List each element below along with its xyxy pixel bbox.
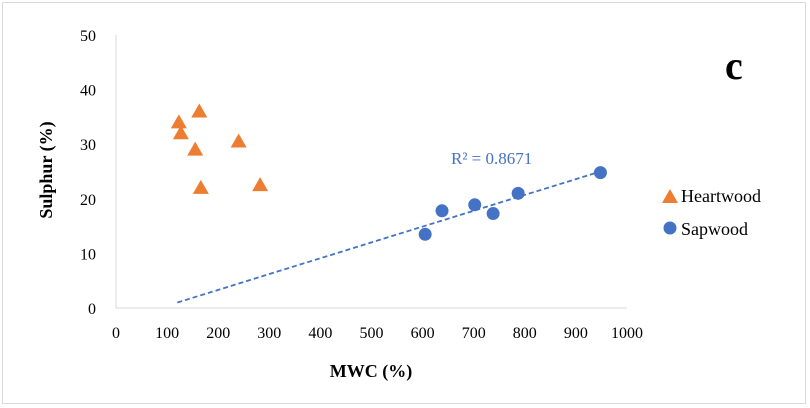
sapwood-r-squared-label: R² = 0.8671 [451, 149, 532, 168]
x-tick-label: 300 [257, 325, 281, 342]
legend: Heartwood Sapwood [662, 186, 761, 239]
sapwood-trendline [177, 170, 601, 304]
x-tick-label: 500 [360, 325, 384, 342]
x-tick-label: 1000 [611, 325, 643, 342]
data-points [170, 103, 607, 241]
axes: 0 100 200 300 400 500 600 700 800 900 1000 0 10 20 30 4… [80, 28, 643, 342]
x-tick-label: 700 [462, 325, 486, 342]
chart-frame: 0 100 200 300 400 500 600 700 800 900 1000 0 10 20 30 4… [2, 2, 806, 404]
y-tick-label: 0 [88, 301, 96, 318]
x-tick-label: 200 [206, 325, 230, 342]
x-tick-label: 600 [411, 325, 435, 342]
x-tick-label: 800 [513, 325, 537, 342]
sapwood-point [468, 198, 482, 212]
heartwood-point [172, 125, 189, 140]
x-axis-title: MWC (%) [330, 361, 412, 382]
heartwood-point [170, 114, 187, 129]
scatter-chart: 0 100 200 300 400 500 600 700 800 900 1000 0 10 20 30 4… [36, 28, 761, 382]
sapwood-point [486, 207, 500, 221]
heartwood-point [252, 177, 269, 192]
sapwood-point [435, 204, 449, 218]
x-tick-label: 100 [155, 325, 179, 342]
y-tick-label: 40 [80, 83, 96, 100]
sapwood-point [511, 186, 525, 200]
legend-marker-sapwood-circle [663, 221, 677, 235]
x-tick-label: 400 [308, 325, 332, 342]
legend-label-heartwood: Heartwood [681, 186, 761, 206]
panel-label: c [725, 43, 743, 88]
trendline-layer: R² = 0.8671 [177, 149, 601, 304]
y-tick-label: 30 [80, 137, 96, 154]
y-tick-label: 10 [80, 246, 96, 263]
heartwood-point [192, 179, 209, 194]
y-tick-label: 50 [80, 28, 96, 45]
sapwood-point [418, 227, 432, 241]
sapwood-point [593, 166, 607, 180]
y-axis-title: Sulphur (%) [36, 121, 57, 218]
heartwood-point [191, 103, 208, 118]
heartwood-point [187, 141, 204, 156]
x-tick-label: 0 [112, 325, 120, 342]
legend-label-sapwood: Sapwood [681, 219, 748, 239]
x-tick-label: 900 [564, 325, 588, 342]
heartwood-point [230, 133, 247, 148]
y-tick-label: 20 [80, 192, 96, 209]
legend-marker-heartwood-triangle [662, 189, 678, 203]
